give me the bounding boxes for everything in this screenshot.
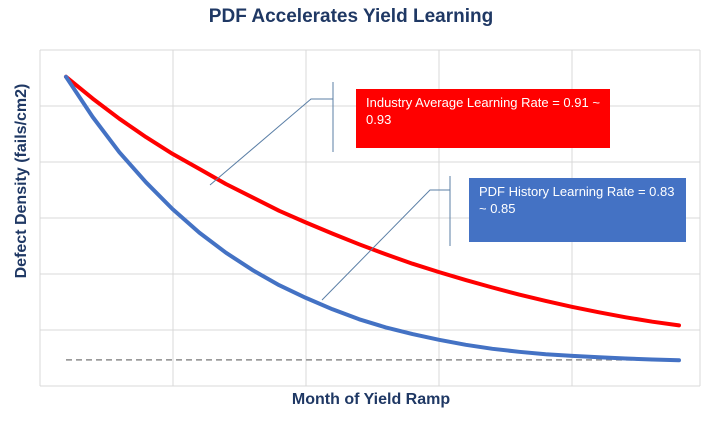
series-line-1 bbox=[64, 74, 681, 363]
chart-title: PDF Accelerates Yield Learning bbox=[208, 6, 494, 27]
industry-leader-line bbox=[209, 98, 333, 186]
series-line-0 bbox=[64, 74, 681, 328]
industry-rate-callout: Industry Average Learning Rate = 0.91 ~ … bbox=[356, 89, 610, 148]
pdf-rate-callout: PDF History Learning Rate = 0.83 ~ 0.85 bbox=[469, 178, 686, 242]
x-axis-label: Month of Yield Ramp bbox=[291, 391, 451, 408]
pdf-leader-line bbox=[321, 189, 450, 301]
y-axis-label: Defect Density (fails/cm2) bbox=[13, 83, 30, 279]
